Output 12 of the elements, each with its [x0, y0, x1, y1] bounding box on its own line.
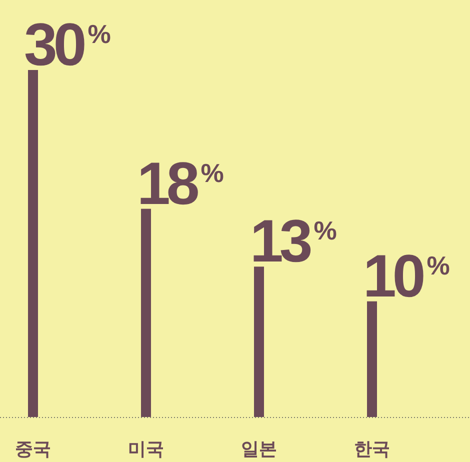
x-tick-label: 한국 — [354, 439, 390, 460]
x-tick-label: 미국 — [128, 439, 164, 460]
data-label: 18$^{%}$ — [137, 150, 224, 217]
x-tick-label: 중국 — [15, 439, 51, 460]
bar — [28, 70, 38, 417]
bar — [141, 208, 151, 417]
bar — [254, 266, 264, 417]
data-label: 30$^{%}$ — [24, 11, 111, 78]
x-tick-label: 일본 — [241, 439, 277, 460]
data-label: 10$^{%}$ — [363, 242, 450, 310]
data-label: 13$^{%}$ — [250, 208, 337, 275]
bar — [367, 301, 377, 417]
